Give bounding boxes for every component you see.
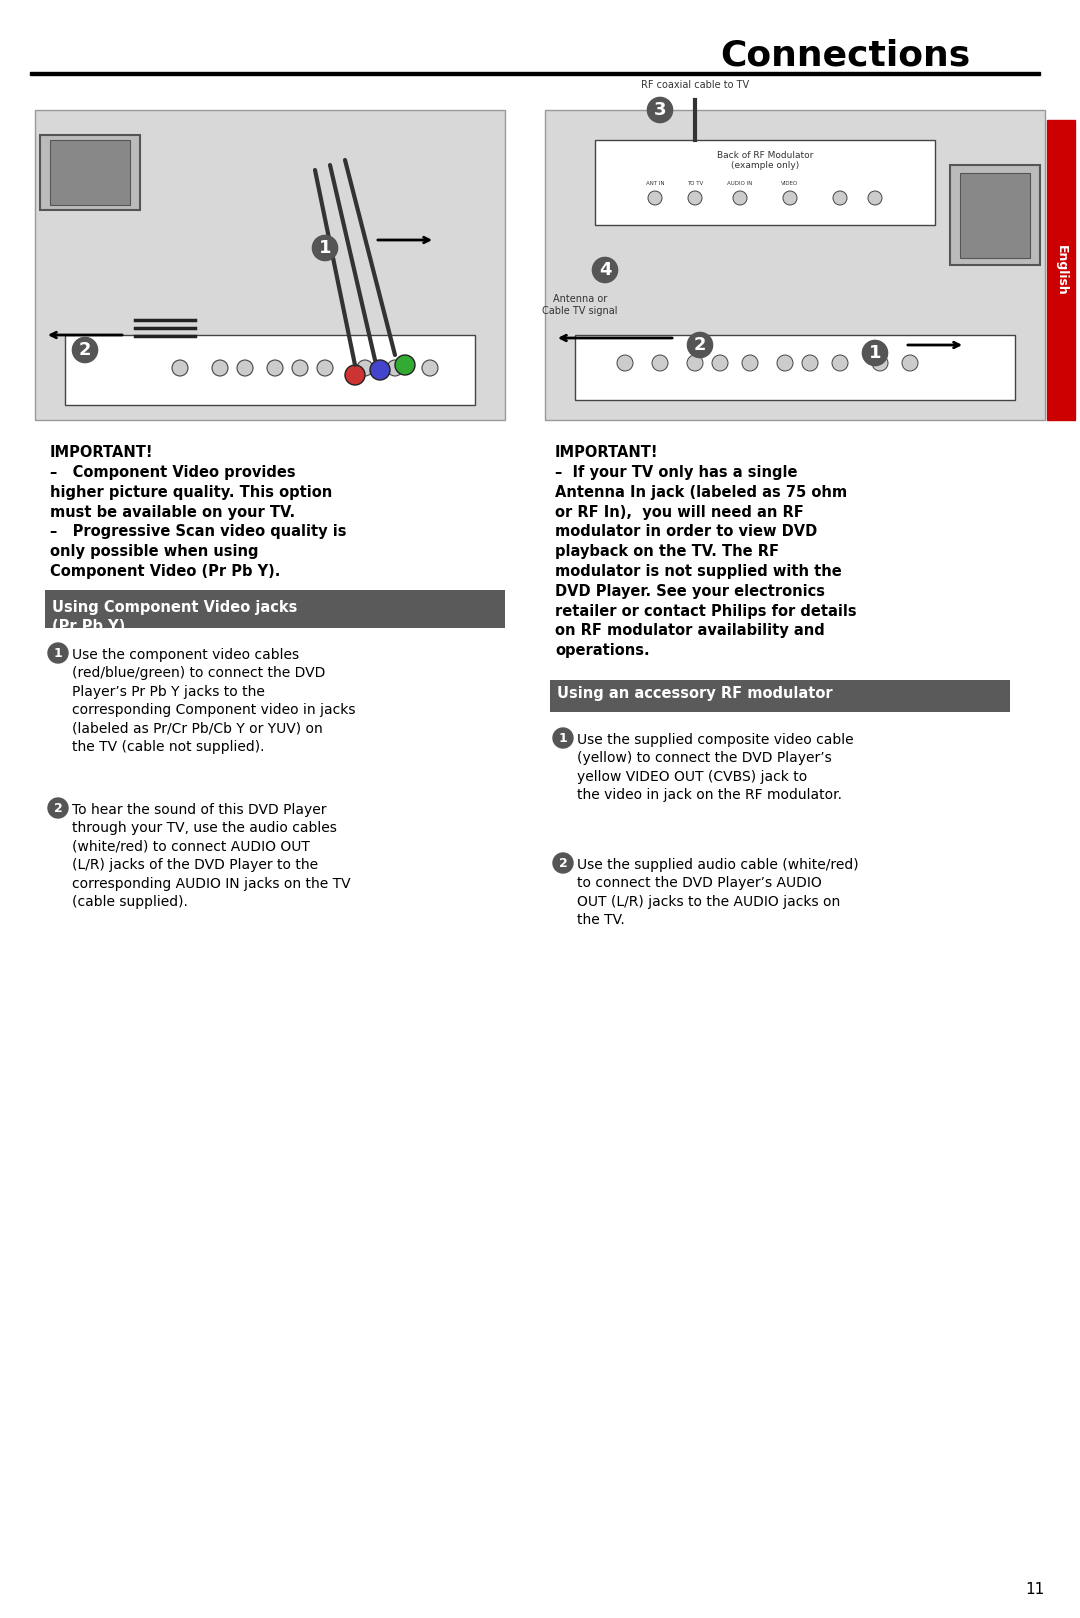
Bar — [50, 141, 130, 205]
Circle shape — [48, 642, 68, 663]
Text: 1: 1 — [558, 731, 567, 744]
Text: VIDEO: VIDEO — [781, 181, 798, 186]
Circle shape — [237, 359, 253, 375]
Text: –   Component Video provides
higher picture quality. This option
must be availab: – Component Video provides higher pictur… — [50, 464, 347, 579]
Circle shape — [395, 354, 415, 375]
Circle shape — [212, 359, 228, 375]
Bar — [45, 591, 505, 628]
Bar — [595, 141, 935, 225]
Circle shape — [648, 191, 662, 205]
Bar — [550, 680, 1010, 712]
Circle shape — [292, 359, 308, 375]
Circle shape — [832, 354, 848, 371]
Bar — [960, 173, 1030, 257]
Text: AUDIO IN: AUDIO IN — [727, 181, 753, 186]
Circle shape — [833, 191, 847, 205]
Text: Use the supplied composite video cable
(yellow) to connect the DVD Player’s
yell: Use the supplied composite video cable (… — [577, 733, 853, 803]
Text: RF coaxial cable to TV: RF coaxial cable to TV — [640, 79, 750, 91]
Circle shape — [802, 354, 818, 371]
Text: Using an accessory RF modulator: Using an accessory RF modulator — [557, 686, 833, 701]
Text: Use the component video cables
(red/blue/green) to connect the DVD
Player’s Pr P: Use the component video cables (red/blue… — [72, 647, 355, 754]
Text: ANT IN: ANT IN — [646, 181, 664, 186]
Text: 11: 11 — [1025, 1582, 1044, 1597]
Text: 1: 1 — [54, 647, 63, 660]
Circle shape — [345, 366, 365, 385]
Text: Antenna or
Cable TV signal: Antenna or Cable TV signal — [542, 294, 618, 316]
Text: 2: 2 — [558, 856, 567, 869]
Bar — [35, 110, 505, 421]
Bar — [545, 110, 1045, 421]
Bar — [65, 335, 475, 404]
Circle shape — [688, 191, 702, 205]
Bar — [1047, 120, 1075, 421]
Bar — [950, 165, 1040, 265]
Text: To hear the sound of this DVD Player
through your TV, use the audio cables
(whit: To hear the sound of this DVD Player thr… — [72, 803, 351, 909]
Circle shape — [553, 728, 573, 748]
Text: Use the supplied audio cable (white/red)
to connect the DVD Player’s AUDIO
OUT (: Use the supplied audio cable (white/red)… — [577, 858, 859, 927]
Circle shape — [318, 359, 333, 375]
Circle shape — [652, 354, 669, 371]
Text: TO TV: TO TV — [687, 181, 703, 186]
Circle shape — [868, 191, 882, 205]
Text: 4: 4 — [598, 260, 611, 278]
Circle shape — [733, 191, 747, 205]
Circle shape — [872, 354, 888, 371]
Text: –  If your TV only has a single
Antenna In jack (labeled as 75 ohm
or RF In),  y: – If your TV only has a single Antenna I… — [555, 464, 856, 659]
Text: English: English — [1054, 244, 1067, 296]
Text: IMPORTANT!: IMPORTANT! — [50, 445, 153, 460]
Circle shape — [370, 359, 390, 380]
Circle shape — [267, 359, 283, 375]
Circle shape — [617, 354, 633, 371]
Circle shape — [712, 354, 728, 371]
Circle shape — [777, 354, 793, 371]
Circle shape — [742, 354, 758, 371]
Text: 3: 3 — [653, 100, 666, 120]
Text: 2: 2 — [54, 801, 63, 814]
Text: 1: 1 — [868, 345, 881, 362]
Text: Using Component Video jacks
(Pr Pb Y): Using Component Video jacks (Pr Pb Y) — [52, 600, 297, 634]
Bar — [30, 71, 1040, 74]
Bar — [575, 335, 1015, 400]
Text: 1: 1 — [319, 239, 332, 257]
Circle shape — [172, 359, 188, 375]
Text: (example only): (example only) — [731, 160, 799, 170]
Text: Back of RF Modulator: Back of RF Modulator — [717, 150, 813, 160]
Text: Connections: Connections — [719, 37, 970, 71]
Circle shape — [687, 354, 703, 371]
Circle shape — [48, 798, 68, 819]
Circle shape — [783, 191, 797, 205]
Circle shape — [422, 359, 438, 375]
Circle shape — [553, 853, 573, 874]
Text: 2: 2 — [79, 341, 91, 359]
Text: IMPORTANT!: IMPORTANT! — [555, 445, 659, 460]
Circle shape — [357, 359, 373, 375]
Circle shape — [902, 354, 918, 371]
Text: 2: 2 — [693, 337, 706, 354]
Bar — [40, 134, 140, 210]
Circle shape — [387, 359, 403, 375]
